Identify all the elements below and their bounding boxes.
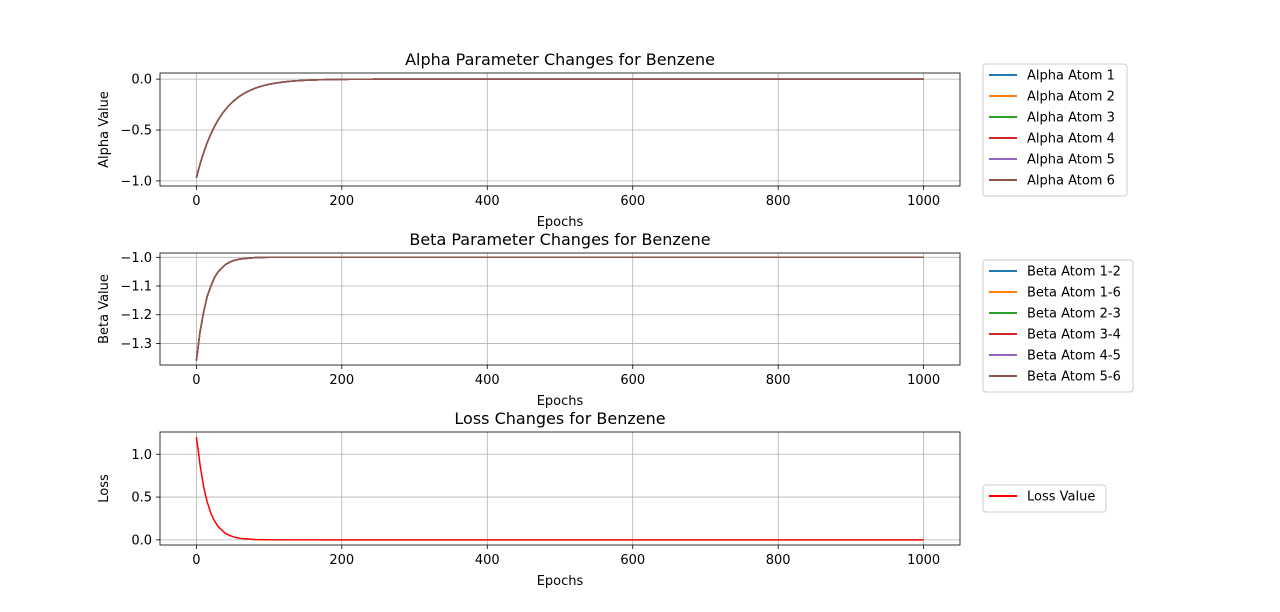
y-tick-label: −1.1 [120,280,152,295]
series-line-4 [195,256,924,361]
legend-entry: Alpha Atom 3 [1027,111,1115,126]
axes-frame [159,72,961,187]
legend-entry: Beta Atom 5-6 [1027,370,1121,385]
series-line-1 [195,78,924,179]
x-tick-label: 600 [620,194,645,209]
series-line-2 [195,78,924,179]
series-line-1 [195,437,924,541]
y-tick-label: 0.0 [131,533,152,548]
axes-frame [159,252,961,366]
subplot-3: 0 200 400 600 800 1000 0.0 0.5 1.0 Loss Changes f… [97,409,1107,589]
x-tick-label: 0 [192,373,200,388]
y-tick-label: 0.0 [131,73,152,88]
legend-entry: Beta Atom 2-3 [1027,307,1121,322]
y-axis-label: Beta Value [97,274,112,344]
y-tick-label: −1.3 [120,337,152,352]
series-line-3 [195,78,924,179]
axes-frame [159,431,961,546]
series-line-5 [195,256,924,361]
y-tick-label: −1.0 [120,174,152,189]
chart-title: Alpha Parameter Changes for Benzene [405,50,715,69]
legend-box [982,259,1134,393]
x-tick-label: 800 [766,373,791,388]
series-line-3 [195,256,924,361]
series-line-2 [195,256,924,361]
x-tick-label: 800 [766,553,791,568]
series-line-4 [195,78,924,179]
y-tick-label: 0.5 [131,491,152,506]
legend-entry: Beta Atom 4-5 [1027,349,1121,364]
y-tick-label: −0.5 [120,124,152,139]
legend-box [982,484,1107,513]
series-line-5 [195,78,924,179]
x-tick-label: 600 [620,553,645,568]
x-tick-label: 400 [475,194,500,209]
legend: Alpha Atom 1 Alpha Atom 2 Alpha Atom 3 Alph… [982,63,1128,197]
x-axis-label: Epochs [537,394,584,409]
x-tick-label: 1000 [907,194,940,209]
x-tick-label: 600 [620,373,645,388]
series-line-6 [195,78,924,179]
x-tick-label: 200 [329,194,354,209]
y-tick-label: −1.0 [120,251,152,266]
x-tick-label: 400 [475,373,500,388]
chart-title: Loss Changes for Benzene [454,409,665,428]
subplot-2: 0 200 400 600 800 1000 −1.0 −1.1 −1.2 −1.3 Beta Pa… [97,230,1134,409]
legend-entry: Beta Atom 1-2 [1027,265,1121,280]
series-line-6 [195,256,924,361]
x-tick-label: 1000 [907,553,940,568]
legend-entry: Alpha Atom 2 [1027,90,1115,105]
x-tick-label: 200 [329,553,354,568]
series-line-1 [195,256,924,361]
legend-entry: Beta Atom 3-4 [1027,328,1121,343]
x-tick-label: 0 [192,553,200,568]
x-tick-label: 400 [475,553,500,568]
legend: Loss Value [982,484,1107,513]
x-tick-label: 800 [766,194,791,209]
legend-entry: Alpha Atom 4 [1027,132,1115,147]
x-tick-label: 0 [192,194,200,209]
chart-title: Beta Parameter Changes for Benzene [409,230,710,249]
legend-entry: Alpha Atom 6 [1027,174,1115,189]
x-axis-label: Epochs [537,574,584,589]
subplot-1: 0 200 400 600 800 1000 0.0 −0.5 −1.0 Alpha Parame… [97,50,1128,230]
y-axis-label: Alpha Value [97,91,112,168]
y-axis-label: Loss [97,474,112,503]
y-tick-label: −1.2 [120,308,152,323]
legend-entry: Alpha Atom 5 [1027,153,1115,168]
legend-entry: Loss Value [1027,490,1095,505]
legend-box [982,63,1128,197]
x-axis-label: Epochs [537,215,584,230]
legend-entry: Beta Atom 1-6 [1027,286,1121,301]
y-tick-label: 1.0 [131,448,152,463]
legend-entry: Alpha Atom 1 [1027,69,1115,84]
x-tick-label: 200 [329,373,354,388]
x-tick-label: 1000 [907,373,940,388]
legend: Beta Atom 1-2 Beta Atom 1-6 Beta Atom 2-3 B… [982,259,1134,393]
